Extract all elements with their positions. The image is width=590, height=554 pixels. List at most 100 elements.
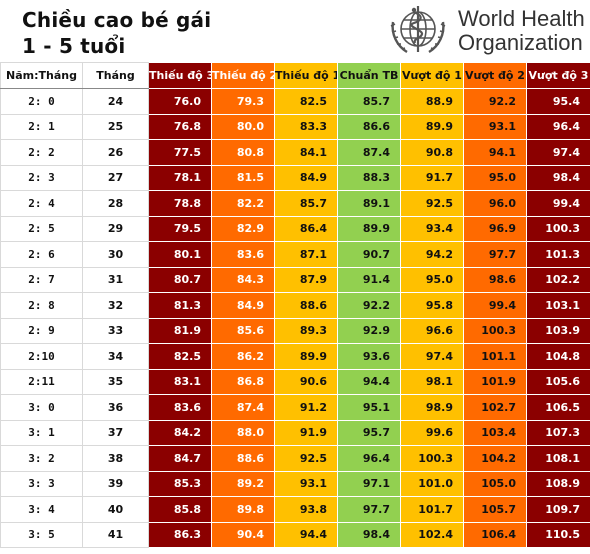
cell-mild-low: 84.1: [274, 139, 338, 166]
cell-severe-low: 76.8: [148, 113, 212, 140]
cell-mild-low: 89.3: [274, 317, 338, 344]
cell-age: 3: 3: [0, 470, 83, 497]
cell-severe-high: 104.8: [526, 343, 590, 370]
cell-moderate-high: 106.4: [463, 521, 527, 548]
cell-severe-low: 83.6: [148, 394, 212, 421]
cell-mild-low: 92.5: [274, 445, 338, 472]
cell-moderate-high: 101.9: [463, 368, 527, 395]
cell-months: 24: [82, 88, 149, 115]
cell-severe-low: 81.9: [148, 317, 212, 344]
cell-mild-low: 87.1: [274, 241, 338, 268]
cell-age: 2: 5: [0, 215, 83, 242]
cell-moderate-low: 82.9: [211, 215, 275, 242]
cell-moderate-high: 105.0: [463, 470, 527, 497]
cell-months: 32: [82, 292, 149, 319]
cell-severe-high: 106.5: [526, 394, 590, 421]
cell-mild-low: 86.4: [274, 215, 338, 242]
cell-mild-high: 92.5: [400, 190, 464, 217]
table-row: 2: 9 33 81.9 85.6 89.3 92.9 96.6 100.3 103.9: [0, 317, 590, 344]
cell-severe-high: 107.3: [526, 419, 590, 446]
col-header-moderate-high: Vượt độ 2: [463, 62, 527, 89]
cell-severe-high: 103.9: [526, 317, 590, 344]
table-row: 3: 2 38 84.7 88.6 92.5 96.4 100.3 104.2 108.1: [0, 445, 590, 472]
cell-median: 88.3: [337, 164, 401, 191]
cell-moderate-low: 87.4: [211, 394, 275, 421]
cell-mild-low: 93.8: [274, 496, 338, 523]
cell-median: 92.9: [337, 317, 401, 344]
cell-months: 29: [82, 215, 149, 242]
cell-months: 33: [82, 317, 149, 344]
table-row: 2: 2 26 77.5 80.8 84.1 87.4 90.8 94.1 97.4: [0, 139, 590, 166]
cell-severe-low: 76.0: [148, 88, 212, 115]
who-logo-line1: World Health: [458, 6, 585, 31]
table-row: 2:11 35 83.1 86.8 90.6 94.4 98.1 101.9 105.6: [0, 368, 590, 395]
cell-months: 39: [82, 470, 149, 497]
who-emblem-icon: [390, 6, 446, 54]
cell-mild-high: 99.6: [400, 419, 464, 446]
cell-severe-low: 82.5: [148, 343, 212, 370]
cell-moderate-high: 96.0: [463, 190, 527, 217]
cell-age: 2: 9: [0, 317, 83, 344]
cell-moderate-low: 90.4: [211, 521, 275, 548]
cell-mild-high: 101.7: [400, 496, 464, 523]
cell-mild-high: 89.9: [400, 113, 464, 140]
cell-moderate-low: 83.6: [211, 241, 275, 268]
cell-mild-high: 97.4: [400, 343, 464, 370]
cell-moderate-high: 105.7: [463, 496, 527, 523]
cell-moderate-low: 81.5: [211, 164, 275, 191]
col-header-median: Chuẩn TB: [337, 62, 401, 89]
cell-median: 89.9: [337, 215, 401, 242]
cell-months: 36: [82, 394, 149, 421]
cell-moderate-high: 103.4: [463, 419, 527, 446]
cell-mild-high: 95.0: [400, 266, 464, 293]
col-header-moderate-low: Thiếu độ 2: [211, 62, 275, 89]
table-row: 2: 1 25 76.8 80.0 83.3 86.6 89.9 93.1 96.4: [0, 113, 590, 140]
cell-median: 93.6: [337, 343, 401, 370]
cell-age: 2: 2: [0, 139, 83, 166]
cell-age: 3: 2: [0, 445, 83, 472]
cell-moderate-high: 98.6: [463, 266, 527, 293]
cell-severe-high: 109.7: [526, 496, 590, 523]
cell-age: 2: 0: [0, 88, 83, 115]
who-logo-line2: Organization: [458, 30, 583, 55]
cell-moderate-low: 82.2: [211, 190, 275, 217]
table-row: 2: 4 28 78.8 82.2 85.7 89.1 92.5 96.0 99.4: [0, 190, 590, 217]
cell-severe-high: 110.5: [526, 521, 590, 548]
cell-severe-high: 108.1: [526, 445, 590, 472]
table-row: 2: 0 24 76.0 79.3 82.5 85.7 88.9 92.2 95.4: [0, 88, 590, 115]
cell-severe-low: 77.5: [148, 139, 212, 166]
cell-months: 25: [82, 113, 149, 140]
cell-moderate-low: 88.6: [211, 445, 275, 472]
cell-severe-low: 78.8: [148, 190, 212, 217]
cell-age: 2: 3: [0, 164, 83, 191]
cell-severe-low: 83.1: [148, 368, 212, 395]
cell-severe-high: 100.3: [526, 215, 590, 242]
table-row: 3: 3 39 85.3 89.2 93.1 97.1 101.0 105.0 108.9: [0, 470, 590, 497]
height-table: Năm:Tháng Tháng Thiếu độ 3 Thiếu độ 2 Th…: [0, 62, 590, 548]
cell-mild-high: 94.2: [400, 241, 464, 268]
cell-severe-high: 105.6: [526, 368, 590, 395]
cell-mild-high: 95.8: [400, 292, 464, 319]
cell-mild-high: 101.0: [400, 470, 464, 497]
table-row: 3: 4 40 85.8 89.8 93.8 97.7 101.7 105.7 109.7: [0, 496, 590, 523]
cell-severe-high: 99.4: [526, 190, 590, 217]
cell-mild-high: 98.9: [400, 394, 464, 421]
cell-age: 3: 4: [0, 496, 83, 523]
cell-median: 97.7: [337, 496, 401, 523]
cell-moderate-high: 97.7: [463, 241, 527, 268]
page-title: Chiều cao bé gái: [22, 8, 212, 32]
cell-moderate-low: 85.6: [211, 317, 275, 344]
cell-months: 30: [82, 241, 149, 268]
cell-moderate-low: 88.0: [211, 419, 275, 446]
cell-months: 31: [82, 266, 149, 293]
col-header-age: Năm:Tháng: [0, 62, 83, 89]
cell-median: 91.4: [337, 266, 401, 293]
cell-moderate-low: 86.2: [211, 343, 275, 370]
cell-severe-low: 84.2: [148, 419, 212, 446]
cell-age: 2:11: [0, 368, 83, 395]
cell-severe-high: 97.4: [526, 139, 590, 166]
cell-moderate-high: 94.1: [463, 139, 527, 166]
page-subtitle: 1 - 5 tuổi: [22, 34, 126, 58]
table-row: 3: 5 41 86.3 90.4 94.4 98.4 102.4 106.4 110.5: [0, 521, 590, 548]
cell-months: 37: [82, 419, 149, 446]
